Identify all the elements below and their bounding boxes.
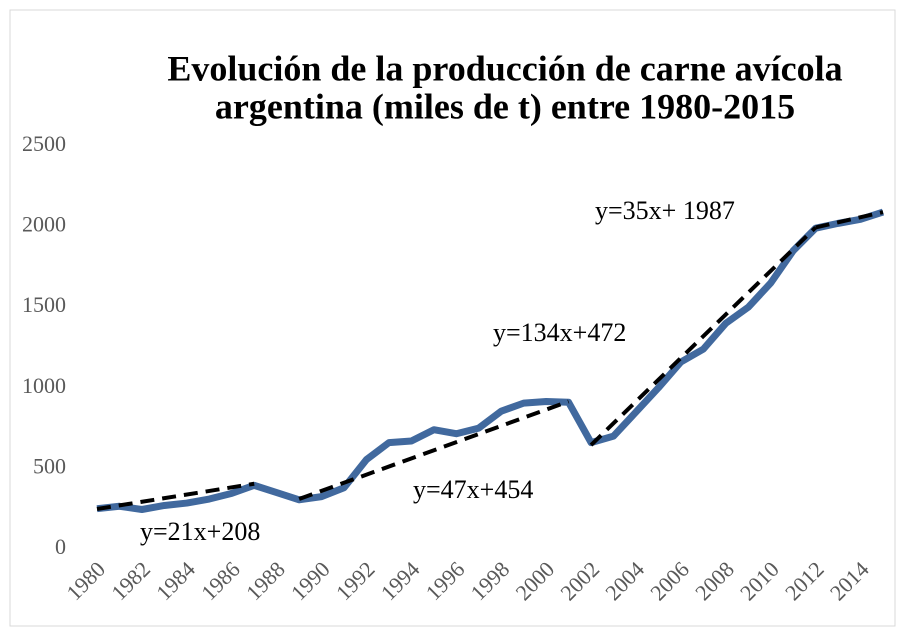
y-tick-label: 2000 <box>22 212 66 237</box>
trend-label: y=35x+ 1987 <box>595 196 735 225</box>
chart-title: Evolución de la producción de carne avíc… <box>167 48 842 88</box>
trend-line <box>298 399 570 501</box>
data-line <box>96 208 885 514</box>
trend-label: y=47x+454 <box>413 475 533 504</box>
y-tick-label: 1500 <box>22 292 66 317</box>
y-tick-label: 500 <box>33 453 66 478</box>
chart-border <box>9 9 896 627</box>
y-tick-label: 1000 <box>22 373 66 398</box>
y-tick-label: 2500 <box>22 131 66 156</box>
y-tick-label: 0 <box>55 534 66 559</box>
chart-title: argentina (miles de t) entre 1980-2015 <box>215 86 795 126</box>
trend-line <box>589 225 818 447</box>
trend-line <box>815 210 884 230</box>
trend-label: y=134x+472 <box>493 318 626 347</box>
trend-label: y=21x+208 <box>140 517 260 546</box>
trend-line <box>96 481 255 511</box>
